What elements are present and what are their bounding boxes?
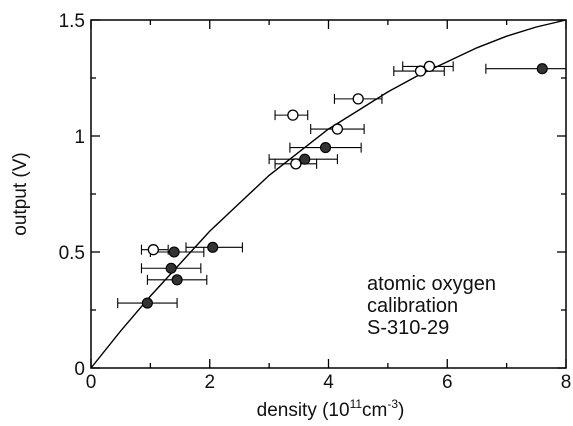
data-point-open xyxy=(147,244,159,256)
data-point-layer xyxy=(141,60,548,309)
x-axis-label: density (1011cm-3) xyxy=(257,397,405,421)
x-tick-label: 2 xyxy=(204,372,215,393)
x-tick-label: 4 xyxy=(323,372,334,393)
data-point-filled xyxy=(207,241,219,253)
annotation-line-1: atomic oxygen xyxy=(367,273,496,295)
x-axis-label-sup2: -3 xyxy=(387,397,398,411)
data-point-filled xyxy=(536,63,548,75)
fit-curve-layer xyxy=(90,19,567,369)
y-tick-label: 1 xyxy=(74,127,85,148)
data-point-filled xyxy=(319,142,332,154)
plot-frame xyxy=(90,19,567,369)
data-point-open xyxy=(290,158,302,170)
data-point-filled xyxy=(141,297,153,309)
x-axis-label-mid: cm xyxy=(362,400,387,421)
x-axis-label-base: density (10 xyxy=(257,400,350,421)
data-point-open xyxy=(423,60,436,73)
annotation-line-2: calibration xyxy=(367,295,458,317)
error-bar-layer xyxy=(117,61,567,309)
data-point-filled xyxy=(299,153,311,165)
y-axis-label: output (V) xyxy=(10,152,31,235)
axis-tick-labels: 0 2 4 6 8 0 0.5 1 1.5 xyxy=(59,11,572,393)
x-tick-label: 0 xyxy=(86,372,97,393)
x-axis-label-end: ) xyxy=(398,400,404,421)
y-tick-label: 1.5 xyxy=(59,11,85,32)
data-point-open xyxy=(414,65,427,77)
data-point-open xyxy=(287,109,299,121)
data-point-open xyxy=(352,93,364,105)
fit-curve xyxy=(90,19,567,369)
y-tick-label: 0.5 xyxy=(59,243,85,264)
y-tick-label: 0 xyxy=(74,359,85,380)
axis-ticks xyxy=(90,19,567,369)
annotation-text: atomic oxygen calibration S-310-29 xyxy=(367,273,502,339)
annotation-line-3: S-310-29 xyxy=(367,317,449,339)
data-point-filled xyxy=(165,262,177,274)
x-axis-label-sup1: 11 xyxy=(350,397,363,411)
x-tick-label: 8 xyxy=(561,372,572,393)
data-point-filled xyxy=(171,274,183,286)
data-point-open xyxy=(331,123,344,135)
data-point-filled xyxy=(168,246,180,258)
x-tick-label: 6 xyxy=(442,372,453,393)
